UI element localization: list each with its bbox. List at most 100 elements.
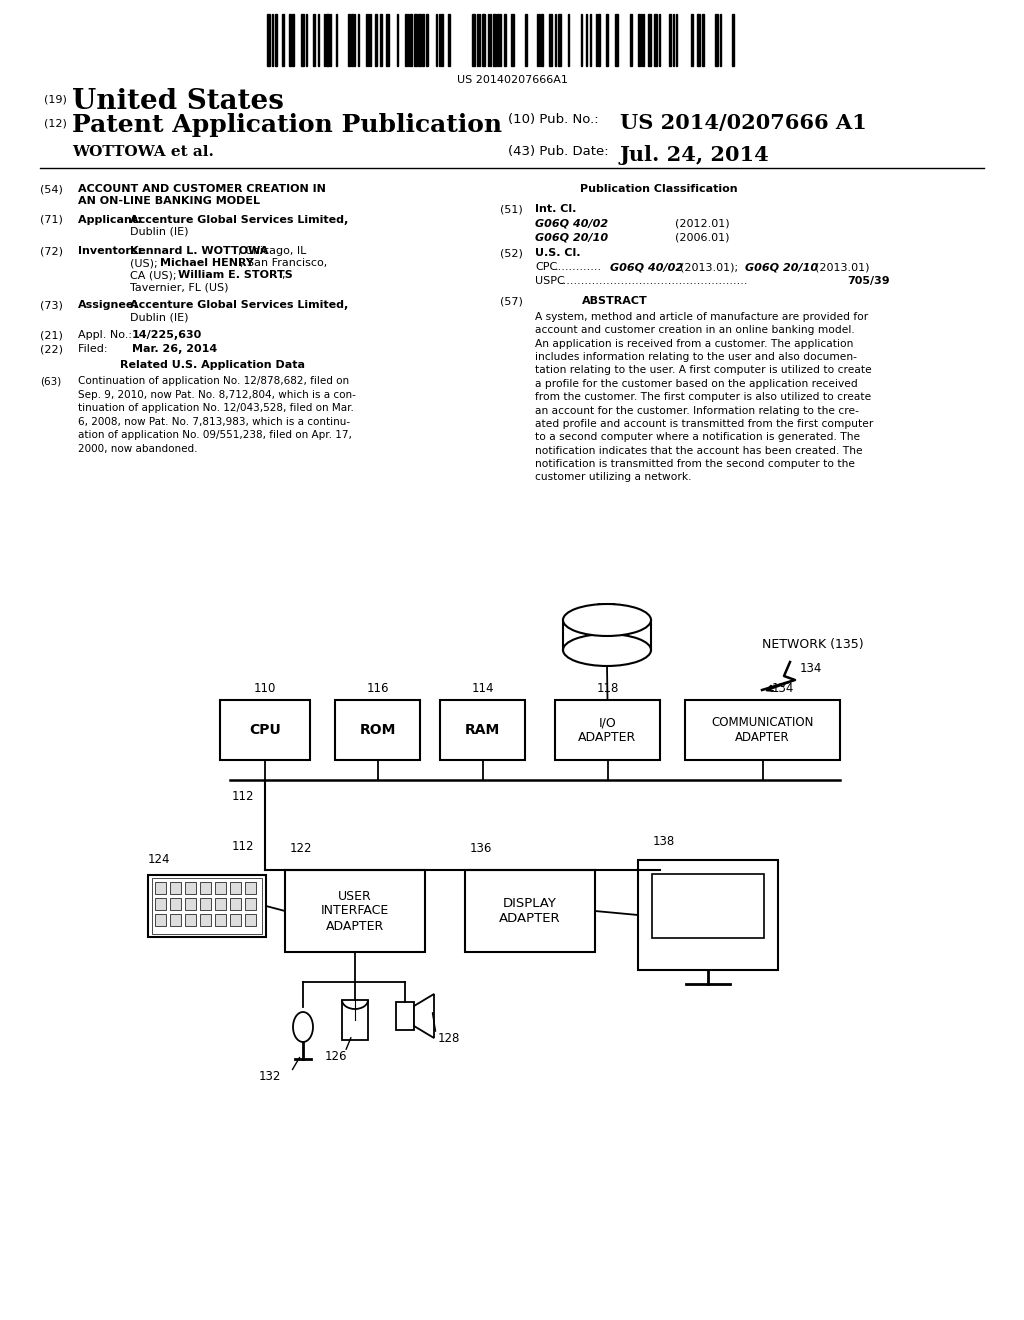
- Bar: [220, 700, 310, 760]
- Bar: [285, 870, 425, 952]
- Bar: [380, 15, 382, 66]
- Text: William E. STORTS: William E. STORTS: [178, 271, 293, 280]
- Text: Accenture Global Services Limited,: Accenture Global Services Limited,: [130, 300, 348, 310]
- Bar: [669, 15, 671, 66]
- Text: 112: 112: [232, 840, 255, 853]
- Text: AN ON-LINE BANKING MODEL: AN ON-LINE BANKING MODEL: [78, 195, 260, 206]
- Bar: [493, 15, 496, 66]
- Bar: [497, 15, 499, 66]
- Text: ROM: ROM: [359, 723, 395, 737]
- Text: 110: 110: [254, 682, 276, 696]
- Text: G06Q 40/02: G06Q 40/02: [535, 218, 608, 228]
- Bar: [465, 870, 595, 952]
- Bar: [414, 15, 417, 66]
- Text: I/O
ADAPTER: I/O ADAPTER: [579, 715, 637, 744]
- Text: Michael HENRY: Michael HENRY: [160, 257, 254, 268]
- Text: Dublin (IE): Dublin (IE): [130, 227, 188, 238]
- Bar: [482, 15, 485, 66]
- Bar: [200, 882, 211, 894]
- Text: 705/39: 705/39: [848, 276, 890, 286]
- Bar: [282, 15, 284, 66]
- Bar: [638, 15, 640, 66]
- Text: Kennard L. WOTTOWA: Kennard L. WOTTOWA: [130, 246, 268, 256]
- Bar: [313, 15, 315, 66]
- Bar: [732, 15, 734, 66]
- Text: 128: 128: [438, 1032, 461, 1045]
- Text: Int. Cl.: Int. Cl.: [535, 205, 577, 214]
- Text: (52): (52): [500, 248, 523, 257]
- Ellipse shape: [563, 634, 651, 667]
- Text: (19): (19): [44, 94, 67, 104]
- Text: 120: 120: [596, 602, 618, 615]
- Bar: [472, 15, 475, 66]
- Text: Patent Application Publication: Patent Application Publication: [72, 114, 502, 137]
- Bar: [185, 882, 196, 894]
- Bar: [230, 882, 241, 894]
- Bar: [230, 913, 241, 927]
- Bar: [148, 875, 266, 937]
- Text: 14/225,630: 14/225,630: [132, 330, 203, 341]
- Bar: [630, 15, 632, 66]
- Text: NETWORK (135): NETWORK (135): [762, 638, 863, 651]
- Text: (21): (21): [40, 330, 62, 341]
- Text: , San Francisco,: , San Francisco,: [240, 257, 328, 268]
- Bar: [406, 15, 407, 66]
- Text: CA (US);: CA (US);: [130, 271, 180, 280]
- Text: (22): (22): [40, 345, 63, 354]
- Text: G06Q 20/10: G06Q 20/10: [745, 261, 818, 272]
- Bar: [638, 861, 778, 970]
- Text: G06Q 20/10: G06Q 20/10: [535, 232, 608, 242]
- Bar: [441, 15, 443, 66]
- Text: (10) Pub. No.:: (10) Pub. No.:: [508, 114, 599, 125]
- Bar: [691, 15, 693, 66]
- Text: Publication Classification: Publication Classification: [580, 183, 737, 194]
- Bar: [152, 878, 262, 935]
- Text: (73): (73): [40, 300, 62, 310]
- Bar: [267, 15, 270, 66]
- Bar: [170, 913, 181, 927]
- Text: 138: 138: [653, 836, 675, 847]
- Text: USPC: USPC: [535, 276, 565, 286]
- Text: Related U.S. Application Data: Related U.S. Application Data: [120, 360, 305, 370]
- Text: COMMUNICATION
ADAPTER: COMMUNICATION ADAPTER: [712, 715, 814, 744]
- Bar: [351, 15, 353, 66]
- Bar: [342, 1001, 368, 1040]
- Bar: [335, 700, 420, 760]
- Text: Inventors:: Inventors:: [78, 246, 142, 256]
- Bar: [558, 15, 561, 66]
- Text: Tavernier, FL (US): Tavernier, FL (US): [130, 282, 228, 292]
- Bar: [702, 15, 705, 66]
- Bar: [418, 15, 421, 66]
- Bar: [449, 15, 450, 66]
- Text: (63): (63): [40, 376, 61, 385]
- Text: (US);: (US);: [130, 257, 161, 268]
- Bar: [326, 15, 329, 66]
- Text: (43) Pub. Date:: (43) Pub. Date:: [508, 145, 608, 158]
- Text: 126: 126: [325, 1049, 347, 1063]
- Text: Accenture Global Services Limited,: Accenture Global Services Limited,: [130, 215, 348, 224]
- Bar: [155, 913, 166, 927]
- Text: (72): (72): [40, 246, 63, 256]
- Bar: [185, 898, 196, 909]
- Text: (2013.01): (2013.01): [815, 261, 869, 272]
- Bar: [215, 898, 226, 909]
- Text: WOTTOWA et al.: WOTTOWA et al.: [72, 145, 214, 158]
- Bar: [555, 700, 660, 760]
- Bar: [170, 882, 181, 894]
- Bar: [422, 15, 424, 66]
- Bar: [292, 15, 294, 66]
- Text: Dublin (IE): Dublin (IE): [130, 312, 188, 322]
- Text: 124: 124: [148, 853, 171, 866]
- Text: Jul. 24, 2014: Jul. 24, 2014: [620, 145, 770, 165]
- Text: (51): (51): [500, 205, 522, 214]
- Bar: [215, 913, 226, 927]
- Bar: [348, 15, 350, 66]
- Bar: [245, 913, 256, 927]
- Text: Continuation of application No. 12/878,682, filed on
Sep. 9, 2010, now Pat. No. : Continuation of application No. 12/878,6…: [78, 376, 356, 454]
- Bar: [396, 1002, 414, 1030]
- Bar: [426, 15, 428, 66]
- Text: (2012.01): (2012.01): [675, 218, 730, 228]
- Text: G06Q 40/02: G06Q 40/02: [610, 261, 683, 272]
- Text: Appl. No.:: Appl. No.:: [78, 330, 135, 341]
- Text: Applicant:: Applicant:: [78, 215, 145, 224]
